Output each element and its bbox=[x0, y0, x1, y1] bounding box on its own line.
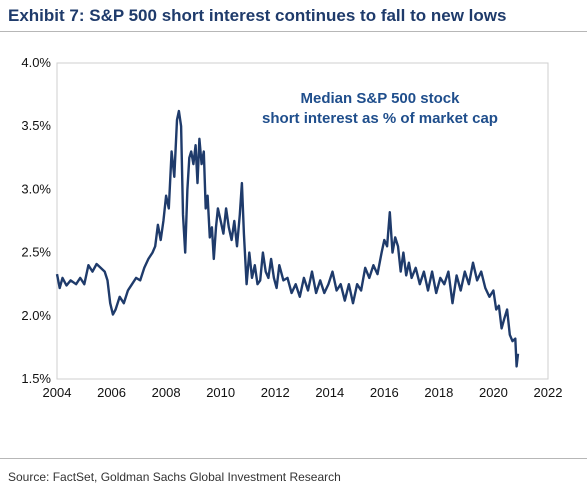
chart-annotation-line-2: short interest as % of market cap bbox=[262, 110, 498, 127]
x-tick-label: 2006 bbox=[97, 385, 126, 400]
chart-annotation-line-1: Median S&P 500 stock bbox=[301, 90, 461, 107]
y-tick-label: 4.0% bbox=[21, 55, 51, 70]
y-tick-label: 2.0% bbox=[21, 308, 51, 323]
x-tick-label: 2010 bbox=[206, 385, 235, 400]
line-chart: 1.5% 2.0% 2.5% 3.0% 3.5% 4.0% 2004 2006 2008 201… bbox=[21, 55, 563, 400]
y-tick-label: 3.0% bbox=[21, 181, 51, 196]
footer-divider bbox=[0, 458, 587, 459]
y-tick-label: 1.5% bbox=[21, 371, 51, 386]
x-tick-label: 2016 bbox=[370, 385, 399, 400]
x-tick-label: 2018 bbox=[424, 385, 453, 400]
series-line bbox=[55, 109, 520, 368]
x-tick-label: 2020 bbox=[479, 385, 508, 400]
x-tick-label: 2012 bbox=[261, 385, 290, 400]
x-tick-label: 2008 bbox=[152, 385, 181, 400]
x-tick-label: 2022 bbox=[534, 385, 563, 400]
y-tick-label: 3.5% bbox=[21, 118, 51, 133]
header-divider bbox=[0, 31, 587, 32]
page-title: Exhibit 7: S&P 500 short interest contin… bbox=[8, 6, 507, 25]
plot-area bbox=[56, 62, 549, 380]
source-note: Source: FactSet, Goldman Sachs Global In… bbox=[8, 470, 341, 484]
x-tick-label: 2004 bbox=[43, 385, 72, 400]
x-tick-label: 2014 bbox=[315, 385, 344, 400]
y-tick-label: 2.5% bbox=[21, 245, 51, 260]
